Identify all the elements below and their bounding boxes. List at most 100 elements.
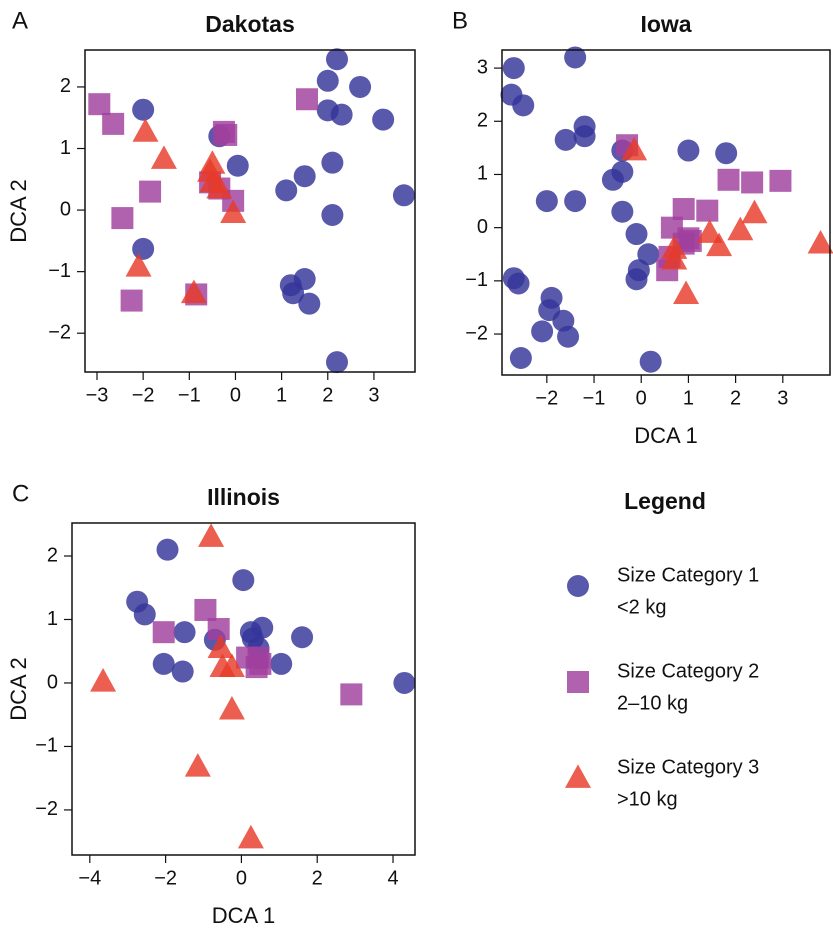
point [132, 98, 155, 121]
point [102, 112, 125, 135]
point [215, 123, 238, 146]
plot-frame [71, 522, 416, 856]
point [275, 179, 298, 202]
point [326, 351, 348, 374]
point [673, 280, 700, 305]
point [531, 320, 554, 343]
point [111, 207, 134, 230]
y-tick-label: −1 [48, 260, 71, 282]
point [232, 569, 255, 592]
y-tick-label: −1 [465, 269, 488, 291]
point [152, 621, 175, 644]
y-tick-label: 3 [477, 56, 488, 78]
point [226, 154, 249, 177]
x-tick-label: 2 [322, 384, 333, 406]
point [125, 253, 152, 277]
point [218, 653, 245, 677]
x-tick-label: 0 [636, 387, 647, 409]
y-axis-label: DCA 2 [6, 657, 31, 721]
x-tick-label: 1 [276, 384, 287, 406]
point [512, 94, 535, 117]
chart-title: Dakotas [205, 11, 294, 37]
point [696, 199, 719, 222]
point [807, 229, 833, 254]
x-tick-label: −2 [535, 387, 558, 409]
point [132, 237, 155, 260]
point [291, 626, 314, 649]
point [156, 538, 179, 561]
point [132, 118, 159, 142]
point [502, 57, 525, 80]
y-tick-label: −2 [35, 798, 58, 820]
point [554, 128, 577, 151]
point [611, 200, 634, 223]
x-tick-label: −4 [78, 867, 101, 889]
y-tick-label: 0 [60, 198, 71, 220]
point [326, 48, 348, 71]
point [296, 88, 318, 111]
point [139, 180, 162, 203]
point [152, 652, 175, 675]
point [184, 753, 211, 777]
point [573, 125, 596, 148]
legend-marker [567, 575, 589, 597]
point [207, 634, 234, 658]
point [637, 243, 660, 266]
point [237, 824, 264, 849]
point [88, 93, 111, 116]
point [321, 204, 344, 227]
point [316, 69, 339, 92]
y-tick-label: 2 [477, 110, 488, 132]
x-tick-label: −1 [178, 384, 201, 406]
x-tick-label: 0 [236, 867, 247, 889]
x-tick-label: 4 [387, 867, 398, 889]
panel-label: C [12, 480, 29, 507]
point [321, 151, 344, 174]
point [171, 660, 194, 683]
x-axis-label: DCA 1 [212, 903, 276, 928]
point [715, 142, 738, 165]
point [270, 652, 293, 675]
x-tick-label: 3 [368, 384, 379, 406]
chart-title: Illinois [207, 484, 280, 510]
point [236, 646, 259, 669]
point [120, 289, 143, 312]
y-axis-label: DCA 2 [6, 179, 31, 243]
point [207, 618, 230, 641]
point [293, 268, 316, 291]
legend-title: Legend [624, 488, 706, 514]
x-tick-label: −3 [86, 384, 109, 406]
y-tick-label: 1 [60, 137, 71, 159]
point [741, 171, 764, 194]
point [557, 325, 580, 348]
legend-label: Size Category 1 [617, 564, 759, 586]
point [340, 683, 363, 706]
point [173, 621, 196, 644]
y-tick-label: 2 [47, 544, 58, 566]
point [298, 292, 321, 315]
point [133, 603, 156, 626]
point [677, 139, 700, 162]
x-tick-label: 2 [312, 867, 323, 889]
x-axis-label: DCA 1 [634, 423, 698, 448]
point [564, 190, 587, 213]
y-tick-label: 1 [477, 163, 488, 185]
point [639, 350, 662, 373]
point [727, 216, 754, 241]
legend-label: Size Category 2 [617, 660, 759, 682]
point [372, 108, 395, 131]
point [150, 145, 177, 169]
legend-detail: <2 kg [617, 596, 666, 618]
point [90, 668, 117, 692]
point [199, 168, 226, 193]
legend-marker [565, 764, 591, 788]
plot-frame [84, 49, 416, 373]
x-tick-label: 0 [230, 384, 241, 406]
point [672, 198, 695, 221]
point [621, 136, 648, 161]
point [194, 598, 217, 621]
legend-detail: 2–10 kg [617, 692, 688, 714]
point [679, 229, 702, 252]
point [625, 223, 648, 246]
